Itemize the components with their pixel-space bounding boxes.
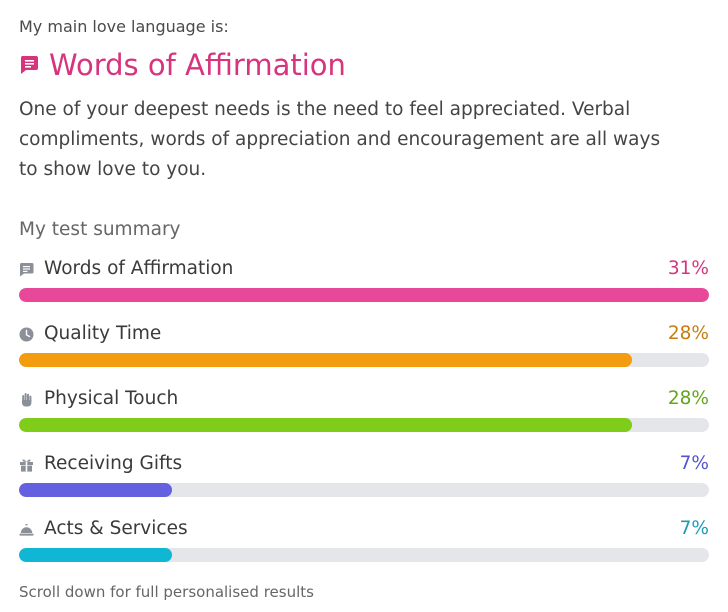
summary-row-label: Physical Touch [44,388,179,409]
summary-row-percent: 7% [679,518,709,539]
progress-track [19,288,709,302]
progress-fill [19,418,632,432]
summary-row-percent: 28% [667,323,709,344]
summary-row-percent: 31% [667,258,709,279]
progress-fill [19,483,173,497]
progress-fill [19,548,173,562]
gift-icon [19,457,34,472]
hand-icon [19,392,34,407]
progress-track [19,353,709,367]
summary-row-percent: 7% [679,453,709,474]
clock-icon [19,327,34,342]
summary-row-words-of-affirmation: Words of Affirmation 31% [19,257,709,303]
summary-row-label: Words of Affirmation [44,258,234,279]
summary-row-receiving-gifts: Receiving Gifts 7% [19,452,709,498]
progress-fill [19,353,632,367]
progress-track [19,548,709,562]
summary-row-physical-touch: Physical Touch 28% [19,387,709,433]
summary-row-percent: 28% [667,388,709,409]
summary-row-label: Acts & Services [44,518,188,539]
main-language-title: Words of Affirmation [49,48,346,82]
chat-icon [19,55,39,75]
progress-track [19,483,709,497]
chat-icon [19,262,34,277]
summary-row-label: Receiving Gifts [44,453,183,474]
intro-label: My main love language is: [19,17,229,36]
progress-track [19,418,709,432]
main-language-heading: Words of Affirmation [19,45,346,85]
summary-row-acts-services: Acts & Services 7% [19,517,709,563]
scroll-hint: Scroll down for full personalised result… [19,583,314,601]
progress-fill [19,288,709,302]
summary-title: My test summary [19,219,181,240]
summary-row-quality-time: Quality Time 28% [19,322,709,368]
summary-row-label: Quality Time [44,323,162,344]
main-language-description: One of your deepest needs is the need to… [19,99,661,180]
service-bell-icon [19,522,34,537]
